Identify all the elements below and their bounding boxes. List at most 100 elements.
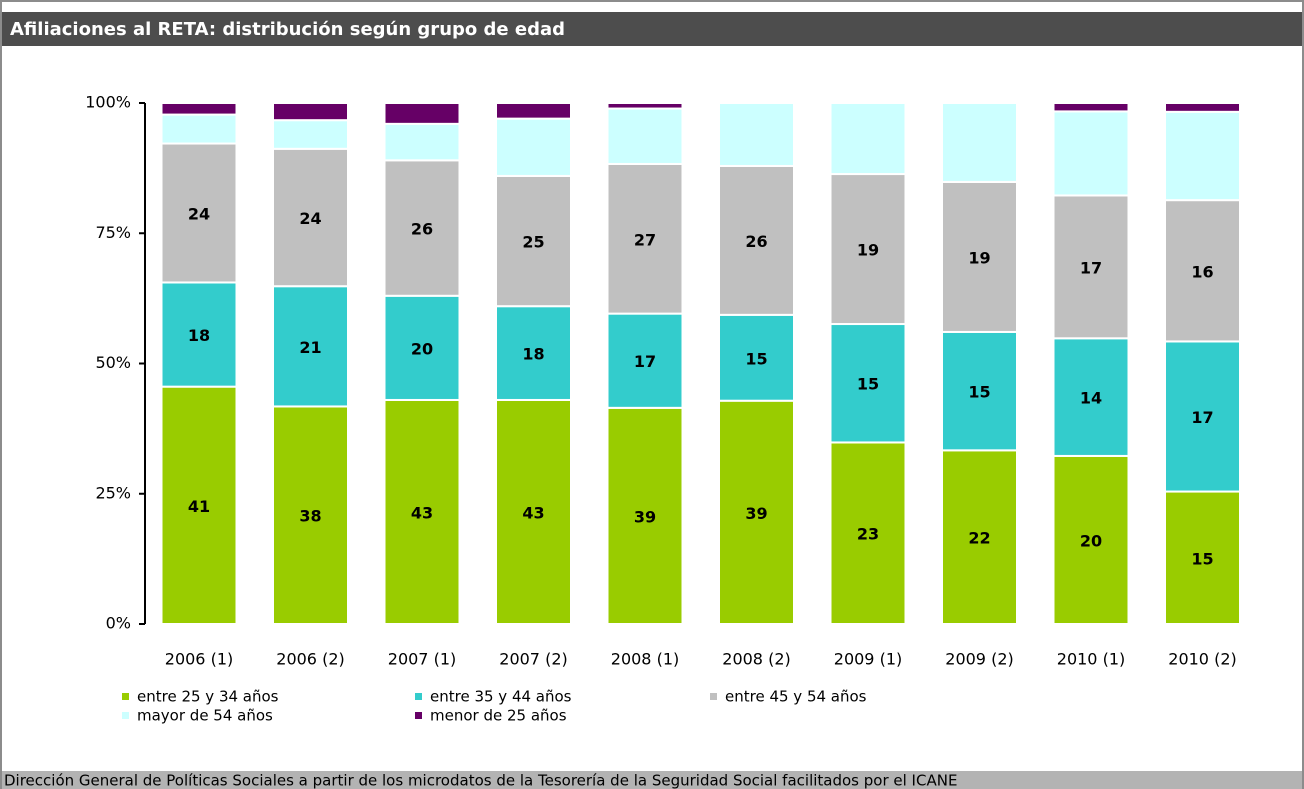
y-tick-label: 50% <box>95 353 131 372</box>
bar-segment <box>1164 340 1241 493</box>
data-label: 17 <box>634 352 656 371</box>
data-label: 19 <box>857 241 879 260</box>
data-label: 15 <box>857 375 879 394</box>
x-tick-label: 2006 (2) <box>276 650 344 669</box>
x-tick-label: 2008 (1) <box>611 650 679 669</box>
data-label: 22 <box>968 529 990 548</box>
bar-segment <box>383 159 461 297</box>
x-tick-label: 2007 (2) <box>499 650 567 669</box>
bar-segment <box>495 305 572 401</box>
data-label: 20 <box>411 339 433 358</box>
x-tick-label: 2010 (1) <box>1057 650 1125 669</box>
bar-segment <box>829 102 907 176</box>
y-tick-label: 75% <box>95 223 131 242</box>
legend-swatch <box>415 693 422 700</box>
data-label: 21 <box>299 338 321 357</box>
data-label: 24 <box>299 209 321 228</box>
bar-segment <box>272 119 349 150</box>
data-label: 15 <box>1191 549 1213 568</box>
data-label: 20 <box>1080 531 1102 550</box>
bar-segment <box>1164 199 1241 343</box>
data-label: 18 <box>522 345 544 364</box>
bar-segment <box>606 102 684 110</box>
bar-segment <box>495 102 572 120</box>
bar-segment <box>941 102 1018 183</box>
data-label: 24 <box>188 204 210 223</box>
x-tick-label: 2007 (1) <box>388 650 456 669</box>
bar-segment <box>718 102 795 167</box>
header-bar <box>2 12 1302 46</box>
bar-segment <box>1052 454 1130 625</box>
bar-segment <box>160 113 238 145</box>
bar-segment <box>941 330 1018 452</box>
data-label: 41 <box>188 497 210 516</box>
bar-segment <box>1052 102 1130 113</box>
data-label: 14 <box>1080 389 1102 408</box>
data-label: 43 <box>411 503 433 522</box>
bar-segment <box>941 449 1018 626</box>
legend-label: entre 45 y 54 años <box>725 688 867 706</box>
legend-label: entre 35 y 44 años <box>430 688 572 706</box>
data-label: 43 <box>522 503 544 522</box>
legend-swatch <box>122 693 129 700</box>
legend-swatch <box>122 712 129 719</box>
source: Dirección General de Políticas Sociales … <box>4 772 957 789</box>
legend-label: entre 25 y 34 años <box>137 688 279 706</box>
y-tick-label: 0% <box>106 614 131 633</box>
data-label: 16 <box>1191 262 1213 281</box>
bar-segment <box>495 398 572 625</box>
bar-segment <box>383 294 461 401</box>
data-label: 26 <box>745 232 767 251</box>
bar-segment <box>1164 490 1241 625</box>
bar-segment <box>160 385 238 625</box>
data-label: 39 <box>745 504 767 523</box>
bar-segment <box>1052 110 1130 197</box>
legend-swatch <box>415 712 422 719</box>
bar-segment <box>829 323 907 444</box>
bar-segment <box>1052 337 1130 457</box>
footer-bar <box>2 771 1302 789</box>
data-label: 38 <box>299 507 321 526</box>
bar-segment <box>1164 110 1241 202</box>
data-label: 15 <box>745 349 767 368</box>
bar-segment <box>160 102 238 116</box>
x-tick-label: 2009 (2) <box>945 650 1013 669</box>
data-label: 17 <box>1080 258 1102 277</box>
bar-segment <box>272 147 349 288</box>
bar-segment <box>1164 102 1241 113</box>
legend-label: menor de 25 años <box>430 707 567 725</box>
bar-segment <box>160 281 238 388</box>
legend-swatch <box>710 693 717 700</box>
data-label: 25 <box>522 233 544 252</box>
bar-segment <box>829 173 907 326</box>
y-tick-label: 25% <box>95 483 131 502</box>
x-tick-label: 2008 (2) <box>722 650 790 669</box>
data-label: 17 <box>1191 408 1213 427</box>
data-label: 23 <box>857 525 879 544</box>
data-label: 15 <box>968 383 990 402</box>
data-label: 26 <box>411 220 433 239</box>
bar-segment <box>160 142 238 284</box>
bar-segment <box>495 117 572 177</box>
bar-segment <box>606 312 684 409</box>
data-label: 27 <box>634 230 656 249</box>
x-tick-label: 2009 (1) <box>834 650 902 669</box>
x-tick-label: 2010 (2) <box>1168 650 1236 669</box>
bar-segment <box>606 162 684 315</box>
bar-segment <box>941 180 1018 333</box>
bar-segment <box>718 313 795 402</box>
bar-segment <box>718 399 795 626</box>
bar-segment <box>718 164 795 316</box>
chart-title: Afiliaciones al RETA: distribución según… <box>10 19 565 40</box>
bar-segment <box>495 174 572 308</box>
bar-segment <box>272 102 349 122</box>
data-label: 19 <box>968 248 990 267</box>
bar-segment <box>383 122 461 162</box>
bar-segment <box>272 405 349 626</box>
bar-segment <box>383 102 461 125</box>
data-label: 18 <box>188 326 210 345</box>
bar-segment <box>606 107 684 165</box>
bar-segment <box>272 285 349 408</box>
